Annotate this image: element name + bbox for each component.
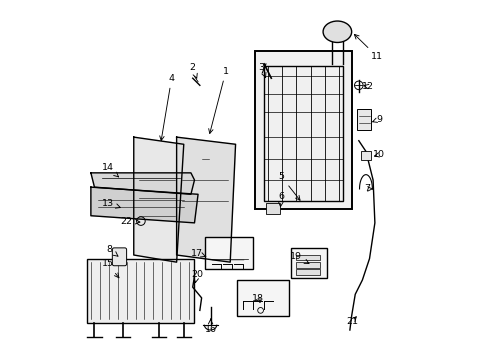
Bar xyxy=(296,262,319,267)
Text: 22: 22 xyxy=(121,217,140,226)
Text: 15: 15 xyxy=(102,260,119,278)
Text: 10: 10 xyxy=(372,150,384,159)
Text: 11: 11 xyxy=(354,35,383,61)
Text: 17: 17 xyxy=(191,249,205,258)
Text: 19: 19 xyxy=(290,252,308,264)
Text: 3: 3 xyxy=(258,63,265,77)
Polygon shape xyxy=(91,173,194,194)
Text: 13: 13 xyxy=(102,199,120,208)
Polygon shape xyxy=(91,187,198,223)
Text: 18: 18 xyxy=(251,294,264,303)
Text: 5: 5 xyxy=(278,172,300,200)
Text: 6: 6 xyxy=(278,192,284,207)
Bar xyxy=(237,280,288,316)
Bar xyxy=(264,66,342,202)
Text: 12: 12 xyxy=(361,82,373,91)
Text: 8: 8 xyxy=(106,245,118,256)
Text: 9: 9 xyxy=(372,115,382,124)
Text: 4: 4 xyxy=(160,74,174,140)
Text: 21: 21 xyxy=(346,316,358,325)
Bar xyxy=(296,269,319,275)
Text: 1: 1 xyxy=(208,67,228,134)
Text: 2: 2 xyxy=(189,63,197,78)
Bar xyxy=(290,248,326,278)
Bar xyxy=(87,258,194,323)
Bar xyxy=(296,255,319,260)
Bar xyxy=(265,203,280,214)
Text: 14: 14 xyxy=(102,163,118,177)
Bar xyxy=(205,237,253,269)
Text: 20: 20 xyxy=(191,270,203,283)
Bar xyxy=(356,109,370,130)
Text: 7: 7 xyxy=(363,184,372,193)
Bar xyxy=(255,51,351,208)
Text: 16: 16 xyxy=(204,319,216,334)
Polygon shape xyxy=(134,137,183,262)
Bar xyxy=(360,152,370,160)
Polygon shape xyxy=(176,137,235,262)
Ellipse shape xyxy=(323,21,351,42)
FancyBboxPatch shape xyxy=(112,248,126,266)
